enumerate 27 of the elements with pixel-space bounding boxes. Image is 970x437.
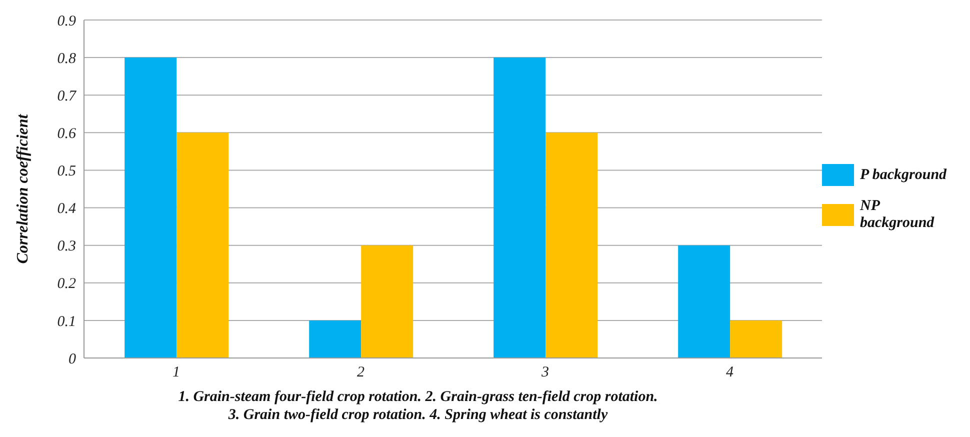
- x-tick-label: 1: [172, 364, 180, 381]
- x-tick-label: 3: [540, 364, 549, 381]
- legend-label: P background: [860, 166, 948, 184]
- y-tick-label: 0.3: [57, 238, 76, 255]
- y-axis-title: Correlation coefficient: [14, 114, 32, 264]
- y-tick-label: 0.5: [57, 164, 76, 180]
- legend-label: NP background: [860, 198, 936, 232]
- y-tick-label: 0: [68, 351, 76, 368]
- x-tick-label: 4: [726, 364, 734, 381]
- y-tick-label: 0.8: [57, 50, 76, 67]
- y-tick-label: 0.6: [57, 126, 76, 142]
- y-tick-label: 0.9: [57, 13, 76, 30]
- y-tick-label: 0.7: [57, 88, 78, 104]
- text: 1. Grain-steam four-field crop rotation. 2. Grain-grass ten-field crop rotation.: [177, 388, 659, 406]
- x-tick-label: 2: [357, 364, 365, 381]
- bar: [361, 245, 414, 358]
- y-tick-label: 0.1: [57, 314, 76, 330]
- bar: [546, 132, 598, 358]
- y-tick-label: 0.4: [57, 201, 76, 218]
- bar: [124, 58, 177, 358]
- bar: [730, 320, 782, 358]
- bar: [176, 132, 229, 358]
- text: 3. Grain two-field crop rotation. 4. Spring wheat is constantly: [227, 406, 609, 424]
- y-tick-label: 0.2: [57, 276, 76, 292]
- bar: [678, 245, 730, 358]
- bar: [309, 320, 362, 358]
- bar: [494, 58, 546, 358]
